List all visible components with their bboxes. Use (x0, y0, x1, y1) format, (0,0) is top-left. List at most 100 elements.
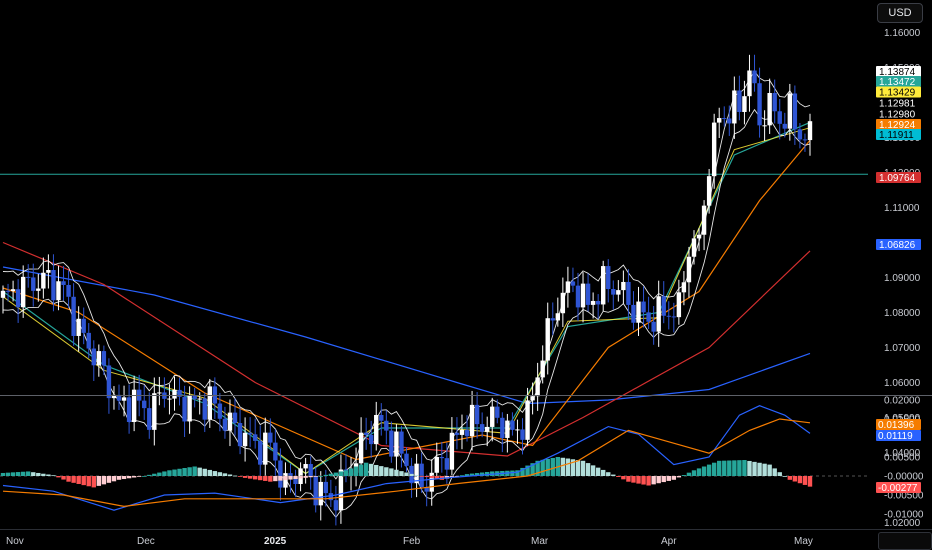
histogram-bar (343, 470, 349, 476)
histogram-bar (379, 466, 384, 476)
histogram-bar (51, 475, 56, 477)
candle-body (520, 429, 525, 440)
price-label-text: 1.11911 (879, 130, 914, 141)
candle-body (308, 464, 313, 477)
candle-body (404, 453, 409, 466)
histogram-bar (363, 462, 369, 476)
histogram-bar (641, 476, 646, 485)
macd-tick-label: 0.00500 (884, 453, 921, 464)
currency-button[interactable]: USD (877, 3, 923, 23)
sma-mid-line (2, 241, 811, 457)
histogram-bar (333, 472, 339, 476)
candle-body (500, 417, 505, 438)
histogram-bar (419, 476, 424, 477)
histogram-bar (61, 476, 66, 480)
histogram-bar (126, 476, 132, 479)
histogram-bar (278, 476, 283, 481)
candle-body (601, 266, 606, 305)
price-label-tag (876, 129, 921, 140)
candle-body (152, 393, 157, 430)
histogram-bar (177, 468, 182, 476)
histogram-bar (116, 476, 122, 480)
candle-body (530, 396, 535, 401)
candle-body (389, 430, 394, 457)
time-axis[interactable]: Nov Dec 2025 Feb Mar Apr May (6, 536, 813, 547)
price-tick-label: 1.07000 (884, 343, 921, 354)
candle-body (217, 403, 223, 419)
candle-body (167, 398, 172, 400)
candle-body (414, 463, 419, 484)
histogram-bar (711, 462, 717, 476)
candle-body (384, 420, 389, 431)
candle-body (424, 486, 429, 492)
histogram-bar (202, 468, 207, 476)
histogram-bar (31, 472, 36, 476)
histogram-bar (807, 476, 813, 487)
price-label-tag (876, 86, 921, 98)
settings-corner[interactable] (878, 532, 932, 550)
candle-body (263, 432, 268, 465)
histogram-bar (353, 466, 359, 476)
candle-body (807, 121, 813, 141)
histogram-bar (384, 467, 389, 476)
histogram-bar (0, 472, 6, 476)
histogram-bar (575, 460, 581, 476)
candle-body (197, 398, 202, 400)
candle-body (464, 429, 470, 437)
candle-body (434, 457, 439, 473)
histogram-bar (485, 471, 490, 476)
histogram-bar (515, 470, 520, 476)
candle-body (646, 312, 651, 322)
candle-body (147, 408, 152, 430)
candle-body (757, 83, 762, 126)
price-label-text: 1.13472 (879, 77, 916, 88)
histogram-bar (429, 476, 434, 478)
histogram-bar (323, 474, 328, 476)
price-tick-label: 1.02000 (884, 518, 921, 529)
candlestick-series (0, 54, 813, 526)
histogram-bar (368, 463, 374, 476)
candle-body (379, 414, 384, 421)
histogram-bar (464, 474, 470, 476)
candle-body (66, 284, 71, 297)
histogram-bar (510, 470, 515, 476)
histogram-bar (802, 476, 808, 485)
candle-body (762, 125, 767, 127)
histogram-bar (621, 476, 626, 480)
histogram-bar (15, 472, 21, 476)
histogram-bar (717, 460, 722, 476)
candle-body (15, 289, 21, 308)
candle-body (399, 431, 404, 454)
histogram-bar (131, 476, 137, 478)
histogram-bar (358, 464, 364, 476)
candle-body (227, 412, 233, 431)
histogram-bar (696, 468, 702, 476)
candle-body (0, 290, 6, 298)
histogram-bar (71, 476, 76, 483)
candle-body (56, 281, 61, 301)
histogram-bar (66, 476, 71, 482)
histogram-bar (41, 473, 46, 476)
candle-body (237, 423, 243, 447)
histogram-bar (5, 472, 11, 476)
candle-body (131, 389, 137, 423)
candle-body (621, 281, 626, 291)
candle-body (636, 301, 641, 323)
histogram-bar (631, 476, 636, 483)
histogram-bar (616, 476, 621, 477)
candle-body (20, 276, 26, 308)
histogram-bar (449, 476, 455, 478)
histogram-bar (252, 476, 258, 480)
candle-body (202, 398, 207, 420)
candle-body (706, 176, 712, 206)
candle-body (192, 395, 197, 399)
candle-body (595, 300, 601, 305)
histogram-bar (570, 459, 576, 476)
macd-label-tag (876, 482, 921, 493)
candle-body (772, 92, 777, 112)
histogram-bar (268, 476, 273, 482)
sma-long-line (2, 266, 811, 405)
histogram-bar (797, 476, 803, 484)
candle-body (358, 432, 364, 464)
